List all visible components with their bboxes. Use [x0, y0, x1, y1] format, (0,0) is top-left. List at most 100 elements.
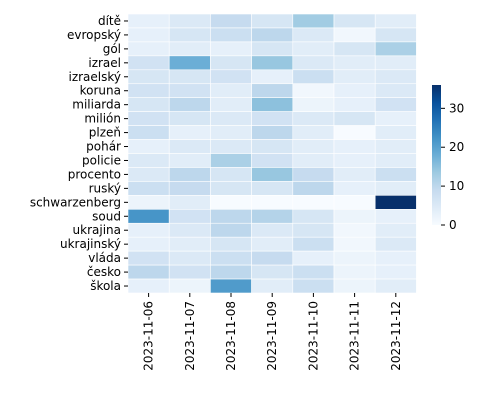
- heatmap-cell: [210, 125, 252, 140]
- heatmap-cell: [292, 97, 335, 112]
- colorbar-tick-label: 10: [449, 179, 464, 193]
- x-tick-label: 2023-11-11: [348, 301, 362, 371]
- heatmap-cell: [333, 27, 376, 43]
- heatmap-cell: [251, 181, 294, 196]
- heatmap-cell: [168, 167, 211, 182]
- heatmap-cell: [333, 83, 376, 98]
- heatmap-cell: [127, 250, 170, 266]
- y-tick-label: česko: [87, 265, 121, 279]
- heatmap-cell: [292, 83, 335, 98]
- heatmap-cell: [292, 236, 335, 252]
- heatmap-cell: [127, 278, 170, 294]
- heatmap-cell: [127, 97, 170, 112]
- heatmap-cell: [127, 139, 170, 154]
- heatmap-cell: [251, 222, 294, 238]
- heatmap-cell: [292, 41, 335, 57]
- heatmap-cell: [210, 167, 252, 182]
- heatmap-cell: [374, 69, 417, 85]
- heatmap-cell: [210, 111, 252, 126]
- heatmap-cell: [168, 27, 211, 43]
- heatmap-cell: [374, 222, 417, 238]
- heatmap-cell: [251, 167, 294, 182]
- heatmap-cell: [210, 250, 252, 266]
- heatmap-cell: [210, 195, 252, 210]
- heatmap-cell: [292, 250, 335, 266]
- y-tick-label: schwarzenberg: [30, 195, 121, 209]
- heatmap-cell: [333, 55, 376, 71]
- x-tick-label: 2023-11-08: [224, 301, 238, 371]
- heatmap-cell: [210, 264, 252, 280]
- heatmap-cell: [127, 195, 170, 210]
- heatmap-cell: [292, 125, 335, 140]
- heatmap-cell: [127, 69, 170, 85]
- heatmap-cell: [210, 139, 252, 154]
- heatmap-cell: [210, 27, 252, 43]
- x-tick-label: 2023-11-09: [265, 301, 279, 371]
- heatmap-cell: [292, 55, 335, 71]
- heatmap-cell: [210, 236, 252, 252]
- heatmap-cell: [333, 181, 376, 196]
- heatmap-cell: [333, 111, 376, 126]
- heatmap-cell: [251, 264, 294, 280]
- y-tick-label: evropský: [67, 28, 121, 42]
- colorbar-tick-label: 30: [449, 101, 464, 115]
- heatmap-cell: [333, 41, 376, 57]
- heatmap-cell: [374, 209, 417, 224]
- heatmap-cell: [292, 153, 335, 168]
- y-tick-label: soud: [92, 209, 121, 223]
- x-tick-label: 2023-11-12: [389, 301, 403, 371]
- heatmap-cell: [374, 278, 417, 294]
- heatmap-cell: [374, 27, 417, 43]
- heatmap-cell: [127, 125, 170, 140]
- y-tick-label: vláda: [88, 251, 121, 265]
- heatmap-cell: [168, 69, 211, 85]
- heatmap-cell: [333, 153, 376, 168]
- heatmap-cell: [292, 181, 335, 196]
- heatmap-cell: [168, 83, 211, 98]
- heatmap-cell: [292, 195, 335, 210]
- heatmap-cell: [168, 125, 211, 140]
- heatmap-cell: [374, 111, 417, 126]
- heatmap-cell: [333, 222, 376, 238]
- y-axis: dítěevropskýgólizraelizraelskýkorunamili…: [30, 14, 128, 293]
- heatmap-cell: [210, 222, 252, 238]
- heatmap-cell: [251, 195, 294, 210]
- heatmap-cell: [168, 222, 211, 238]
- heatmap-cell: [374, 153, 417, 168]
- heatmap-cell: [251, 139, 294, 154]
- heatmap-cell: [251, 27, 294, 43]
- heatmap-cell: [210, 209, 252, 224]
- heatmap-cell: [374, 167, 417, 182]
- heatmap-cell: [374, 250, 417, 266]
- heatmap-cell: [251, 125, 294, 140]
- heatmap-cell: [251, 13, 294, 29]
- y-tick-label: milión: [84, 112, 121, 126]
- x-tick-label: 2023-11-06: [142, 301, 156, 371]
- heatmap-cell: [168, 55, 211, 71]
- y-tick-label: ukrajinský: [60, 237, 121, 251]
- heatmap-cell: [292, 167, 335, 182]
- heatmap-cell: [168, 264, 211, 280]
- heatmap-cell: [374, 97, 417, 112]
- y-tick-label: izraelský: [68, 70, 121, 84]
- heatmap-cell: [127, 55, 170, 71]
- colorbar-tick-label: 20: [449, 140, 464, 154]
- heatmap-cell: [210, 83, 252, 98]
- heatmap-cell: [251, 55, 294, 71]
- heatmap-cell: [374, 195, 417, 210]
- heatmap-cell: [251, 278, 294, 294]
- heatmap-cell: [210, 153, 252, 168]
- heatmap-cell: [168, 111, 211, 126]
- heatmap-cell: [210, 278, 252, 294]
- heatmap-cell: [333, 69, 376, 85]
- heatmap-cell: [374, 41, 417, 57]
- heatmap-cell: [374, 55, 417, 71]
- heatmap-cell: [168, 139, 211, 154]
- heatmap-cell: [210, 97, 252, 112]
- colorbar-tick-label: 0: [449, 218, 457, 232]
- heatmap-cell: [251, 111, 294, 126]
- heatmap-cell: [168, 278, 211, 294]
- heatmap-cell: [127, 153, 170, 168]
- heatmap-cell: [333, 125, 376, 140]
- y-tick-label: gól: [103, 42, 121, 56]
